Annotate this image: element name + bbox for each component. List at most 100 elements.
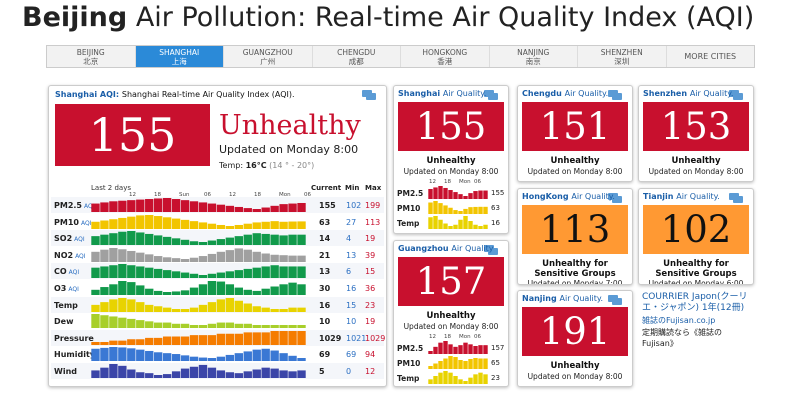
city-tab[interactable]: MORE CITIES	[667, 46, 755, 67]
city-card[interactable]: Shenzhen Air Quality. 153 Unhealthy Updated…	[638, 85, 754, 182]
max-value: 19	[365, 317, 376, 327]
panel-title: Shanghai AQI: Shanghai Real-time Air Qua…	[55, 90, 295, 99]
history-bar	[145, 254, 154, 262]
history-bar	[243, 323, 252, 329]
history-bar	[136, 339, 145, 345]
panel-icon[interactable]	[366, 93, 376, 100]
history-bar	[458, 379, 463, 384]
history-bar	[198, 334, 208, 345]
aqi-value: 155	[88, 108, 177, 162]
history-bar	[288, 234, 297, 246]
row-label: Humidity	[54, 350, 95, 359]
city-card[interactable]: Chengdu Air Quality. 151 Unhealthy Updated …	[517, 85, 633, 182]
aqi-value: 113	[539, 208, 611, 251]
history-bar	[428, 188, 433, 199]
panel-icon[interactable]	[488, 93, 498, 100]
history-bar	[91, 341, 100, 345]
city-tab[interactable]: BEIJING 北京	[47, 46, 136, 67]
ad-panel[interactable]: COURRIER Japon(クーリエ・ジャポン) 1年(12冊) 雑誌のFuji…	[638, 290, 752, 385]
history-bar	[109, 247, 118, 262]
history-bar	[207, 253, 217, 262]
history-bar	[433, 201, 438, 214]
city-tab[interactable]: SHENZHEN 深圳	[578, 46, 667, 67]
history-bar	[478, 345, 483, 354]
row-label: Temp	[397, 374, 420, 383]
title-text: Air Pollution: Real-time Air Quality Ind…	[135, 2, 755, 33]
history-bar	[261, 307, 270, 312]
history-bar	[448, 356, 453, 369]
min-value: 102	[346, 201, 362, 210]
history-bar	[252, 305, 261, 312]
city-card[interactable]: HongKong Air Quality. 113 Unhealthy for Se…	[517, 188, 633, 285]
history-bar	[145, 304, 154, 312]
row-label: PM10	[397, 359, 421, 368]
history-bar	[234, 287, 243, 295]
city-tab[interactable]: SHANGHAI 上海	[135, 46, 224, 67]
history-bar	[458, 345, 463, 354]
history-bar	[453, 357, 458, 369]
history-bar	[171, 271, 181, 279]
current-value: 13	[319, 267, 331, 277]
city-tab[interactable]: CHENGDU 成都	[313, 46, 401, 67]
history-bar	[100, 287, 109, 295]
title-city: Beijing	[22, 2, 128, 33]
city-tab[interactable]: GUANGZHOU 广州	[224, 46, 313, 67]
card-suffix: Air Quality.	[676, 192, 720, 201]
tab-zh: 南京	[525, 57, 541, 66]
history-bar	[279, 266, 288, 279]
time-label: 06	[304, 192, 311, 198]
current-value: 155	[491, 189, 505, 197]
history-bar	[189, 257, 199, 262]
history-bar	[136, 301, 145, 312]
city-card[interactable]: Shanghai Air Quality. 155 Unhealthy Updated…	[393, 85, 509, 234]
history-bar	[154, 337, 163, 345]
history-bar	[288, 307, 297, 312]
panel-icon[interactable]	[488, 248, 498, 255]
history-bar	[91, 304, 100, 312]
city-card[interactable]: Nanjing Air Quality. 191 Unhealthy Updated …	[517, 290, 633, 387]
history-bar	[453, 192, 458, 199]
history-bar	[162, 270, 172, 279]
pollutant-unit: AQI	[74, 236, 85, 244]
history-bar	[189, 366, 199, 378]
history-bar	[207, 367, 217, 378]
history-bar	[109, 201, 118, 212]
city-card[interactable]: Guangzhou Air Quality 157 Unhealthy Updated…	[393, 240, 509, 387]
row-label: PM10 AQI	[54, 218, 91, 227]
card-city: Nanjing	[522, 294, 557, 303]
panel-icon[interactable]	[612, 196, 622, 203]
history-chart	[91, 281, 306, 295]
pollutant: Pressure	[54, 333, 94, 343]
history-bar	[171, 354, 181, 362]
panel-icon[interactable]	[612, 298, 622, 305]
card-suffix: Air Quality.	[571, 192, 615, 201]
aqi-value: 155	[415, 105, 487, 148]
time-label: 12	[429, 334, 436, 340]
history-chart	[428, 216, 488, 229]
history-bar	[189, 274, 199, 279]
history-bar	[216, 204, 226, 212]
history-bar	[252, 251, 261, 262]
history-bar	[216, 272, 226, 279]
panel-icon[interactable]	[612, 93, 622, 100]
city-tab[interactable]: NANJING 南京	[490, 46, 578, 67]
history-bar	[270, 350, 279, 362]
panel-icon[interactable]	[733, 196, 743, 203]
history-bar	[279, 325, 288, 329]
city-card[interactable]: Tianjin Air Quality. 102 Unhealthy for Sen…	[638, 188, 754, 285]
temperature: Temp: 16°C (14 ° - 20°)	[219, 161, 314, 170]
history-bar	[463, 342, 468, 354]
card-suffix: Air Quality	[451, 244, 494, 253]
history-bar	[216, 333, 226, 345]
city-tab[interactable]: HONGKONG 香港	[401, 46, 490, 67]
current-value: 69	[319, 350, 331, 360]
history-bar	[162, 237, 172, 246]
aqi-status: Unhealthy for Sensitive Groups	[655, 259, 737, 279]
row-label: PM10	[397, 204, 421, 213]
temp-label: Temp:	[219, 161, 244, 170]
history-bar	[207, 334, 217, 345]
history-bar	[189, 325, 199, 329]
history-bar	[136, 214, 145, 229]
panel-icon[interactable]	[733, 93, 743, 100]
